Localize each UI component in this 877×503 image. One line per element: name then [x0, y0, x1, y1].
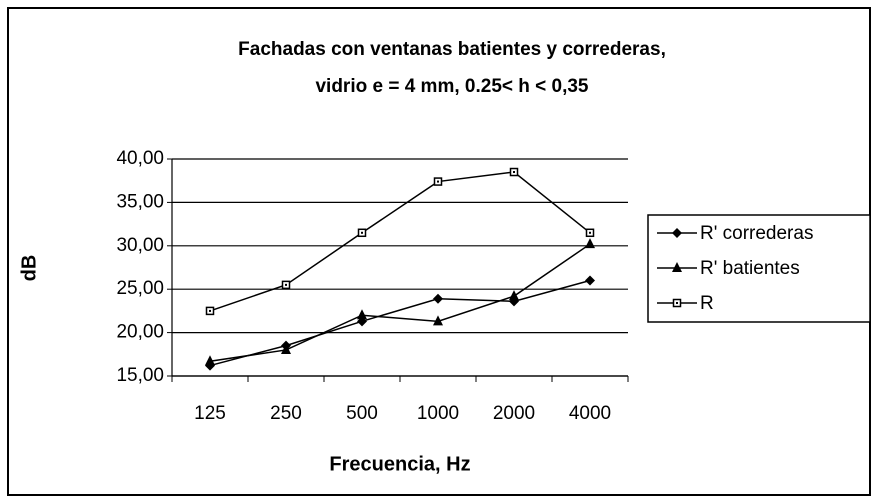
- chart-title: vidrio e = 4 mm, 0.25< h < 0,35: [315, 76, 588, 97]
- marker: [509, 290, 519, 301]
- marker-dot: [285, 283, 287, 286]
- x-axis-title: Frecuencia, Hz: [329, 453, 470, 475]
- legend-label: R' batientes: [700, 258, 800, 279]
- x-tick-label: 2000: [493, 403, 535, 424]
- x-tick-label: 1000: [417, 403, 459, 424]
- legend-label: R' correderas: [700, 223, 813, 244]
- marker: [357, 309, 367, 320]
- y-tick-label: 40,00: [116, 148, 164, 169]
- y-tick-label: 20,00: [116, 322, 164, 343]
- y-tick-label: 25,00: [116, 278, 164, 299]
- marker: [433, 315, 443, 326]
- marker: [585, 275, 595, 286]
- chart-title: Fachadas con ventanas batientes y corred…: [238, 39, 666, 60]
- marker: [585, 238, 595, 249]
- marker-dot: [437, 180, 439, 183]
- marker: [672, 228, 682, 238]
- y-tick-label: 15,00: [116, 365, 164, 386]
- marker-dot: [676, 302, 678, 304]
- marker: [205, 355, 215, 366]
- y-axis-title: dB: [18, 255, 40, 282]
- series-line: [209, 243, 591, 362]
- x-tick-label: 125: [194, 403, 226, 424]
- marker-dot: [361, 231, 363, 234]
- series-line: [209, 279, 591, 367]
- y-tick-label: 35,00: [116, 191, 164, 212]
- marker-dot: [513, 171, 515, 174]
- marker: [433, 293, 443, 304]
- x-tick-label: 250: [270, 403, 302, 424]
- marker: [281, 343, 291, 354]
- x-tick-label: 500: [346, 403, 378, 424]
- series-line: [209, 171, 591, 312]
- marker-dot: [589, 231, 591, 234]
- x-tick-label: 4000: [569, 403, 611, 424]
- marker: [672, 262, 682, 272]
- y-tick-label: 30,00: [116, 235, 164, 256]
- marker-dot: [209, 309, 211, 312]
- legend-label: R: [700, 293, 714, 314]
